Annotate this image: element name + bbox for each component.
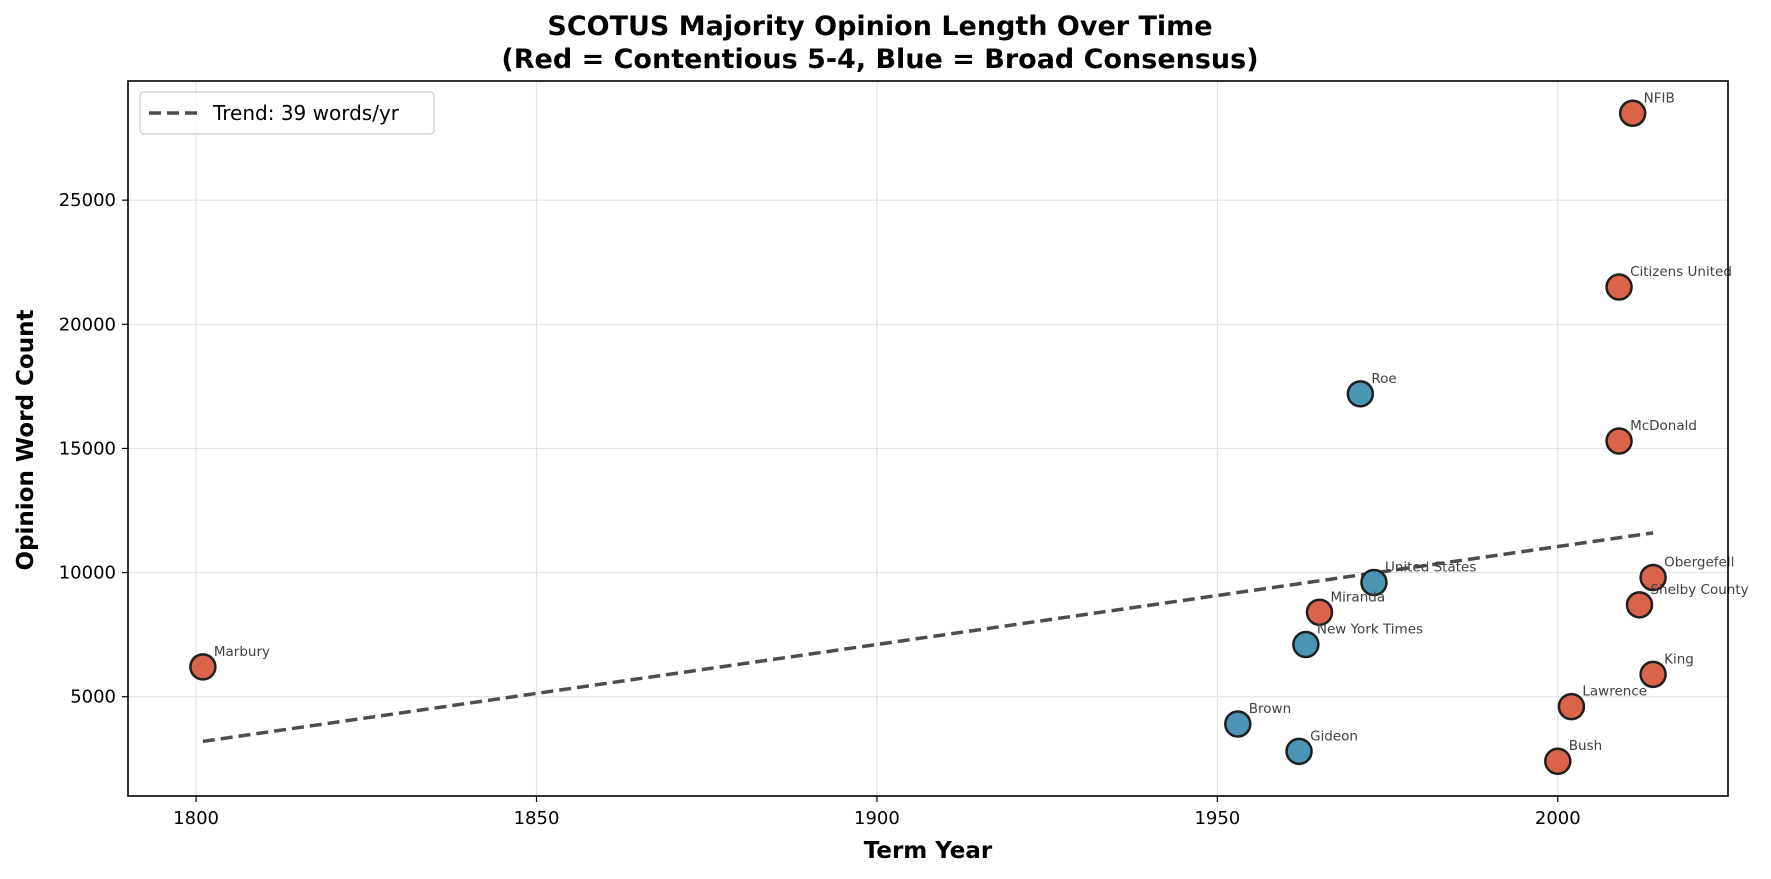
y-tick-label: 5000	[70, 687, 116, 708]
grid	[128, 81, 1728, 796]
y-tick-label: 10000	[59, 563, 116, 584]
data-point-label: Marbury	[214, 644, 270, 660]
data-point-label: Miranda	[1330, 589, 1385, 605]
chart-title-line-1: SCOTUS Majority Opinion Length Over Time	[547, 11, 1212, 42]
plot-frame	[127, 80, 1729, 797]
data-point-label: Bush	[1569, 738, 1602, 754]
data-point-label: United States	[1385, 559, 1476, 575]
data-point-contentious	[1625, 591, 1654, 619]
x-tick-label: 1900	[854, 808, 900, 829]
data-point-contentious	[1544, 747, 1572, 775]
y-tick-label: 20000	[59, 314, 116, 335]
data-point-consensus	[1285, 737, 1313, 766]
chart-title-line-2: (Red = Contentious 5-4, Blue = Broad Con…	[501, 44, 1258, 75]
y-tick-label: 25000	[59, 190, 116, 211]
data-point-contentious	[1639, 660, 1667, 689]
data-point-label: McDonald	[1630, 418, 1697, 434]
y-axis-label: Opinion Word Count	[13, 310, 39, 571]
data-point-contentious	[1618, 99, 1647, 128]
data-point-label: King	[1664, 651, 1694, 667]
x-tick-label: 1800	[173, 808, 219, 829]
legend-trend-label: Trend: 39 words/yr	[212, 101, 400, 125]
x-tick-label: 1850	[514, 808, 560, 829]
data-point-label: Roe	[1371, 371, 1396, 387]
data-point-label: Obergefell	[1664, 555, 1734, 571]
data-point-label: Lawrence	[1582, 684, 1647, 700]
legend: Trend: 39 words/yr	[139, 91, 435, 135]
data-point-contentious	[1639, 563, 1667, 592]
y-tick-label: 15000	[59, 438, 116, 459]
data-point-label: Citizens United	[1630, 264, 1732, 280]
y-axis-ticks: 5000 10000 15000 20000 25000	[59, 190, 128, 708]
data-point-label: NFIB	[1644, 90, 1675, 106]
data-point-label: Shelby County	[1650, 582, 1748, 598]
data-point-consensus	[1346, 380, 1375, 408]
data-point-label: Gideon	[1310, 728, 1358, 744]
x-axis-label: Term Year	[864, 838, 993, 864]
x-axis-ticks: 1800 1850 1900 1950 2000	[173, 796, 1581, 829]
data-point-contentious	[189, 653, 217, 681]
trend-layer	[202, 531, 1654, 744]
data-point-contentious	[1605, 273, 1633, 301]
data-point-consensus	[1360, 568, 1388, 597]
point-labels: Marbury Brown Gideon New York Times Miranda R…	[214, 90, 1749, 754]
legend-box	[139, 91, 435, 135]
data-point-contentious	[1605, 427, 1633, 455]
data-point-label: New York Times	[1317, 622, 1423, 638]
trend-line	[202, 531, 1654, 744]
data-point-label: Brown	[1249, 701, 1291, 717]
x-tick-label: 2000	[1535, 808, 1581, 829]
points-layer	[189, 99, 1667, 775]
data-point-contentious	[1305, 598, 1334, 627]
data-point-contentious	[1557, 692, 1586, 721]
x-tick-label: 1950	[1194, 808, 1240, 829]
data-point-consensus	[1224, 710, 1252, 738]
data-point-consensus	[1292, 630, 1320, 659]
